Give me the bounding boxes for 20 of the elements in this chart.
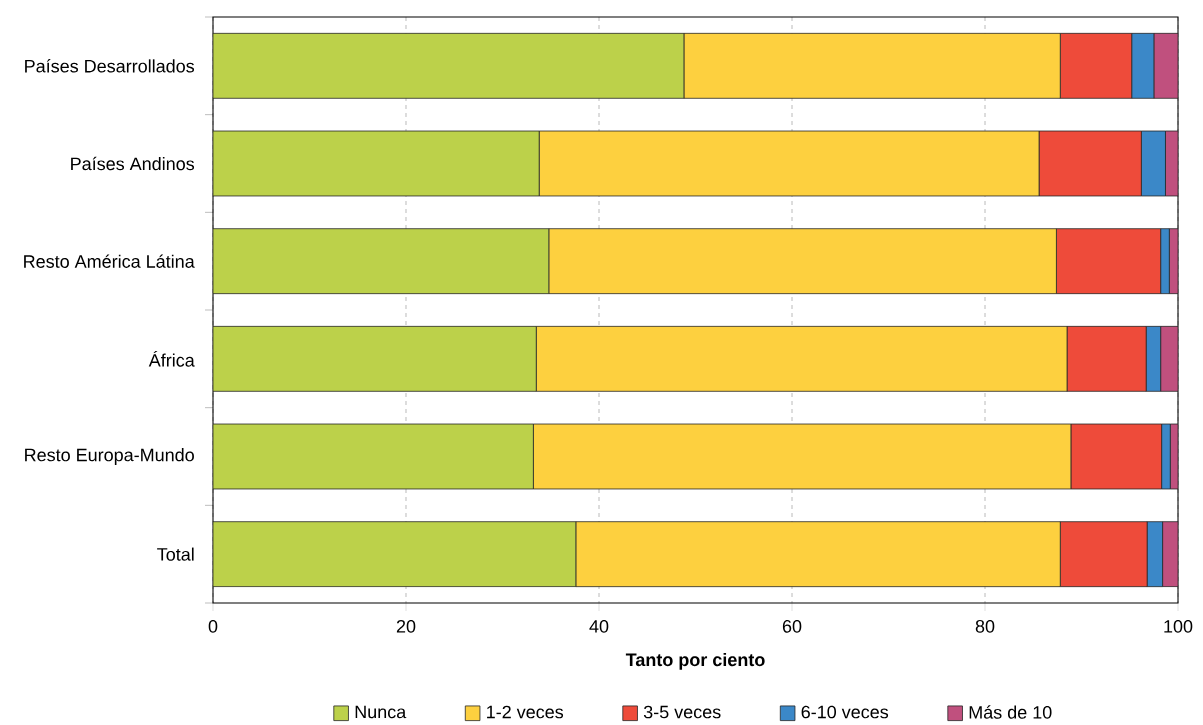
x-tick-label: 60: [782, 619, 802, 633]
bar: [1153, 32, 1179, 99]
y-tick-label: Resto Europa-Mundo: [25, 448, 194, 465]
legend-label: 1-2 veces: [487, 705, 564, 719]
y-tick-label: Países Desarrollados: [25, 59, 195, 73]
y-tick-label: Total: [157, 547, 194, 561]
x-tick-label: 100: [1164, 619, 1193, 633]
x-tick-label: 20: [396, 619, 416, 633]
bar: [1160, 325, 1179, 392]
y-tick-label: Resto América Látina: [24, 254, 195, 268]
x-tick-label: 0: [208, 619, 218, 633]
legend-label: Más de 10: [969, 705, 1052, 719]
x-axis-title: Tanto por ciento: [625, 652, 765, 670]
legend-label: 3-5 veces: [643, 705, 721, 719]
y-tick-label: Países Andinos: [71, 156, 195, 171]
x-tick-label: 40: [589, 619, 609, 633]
legend-label: 6-10 veces: [801, 705, 889, 719]
y-tick-label: África: [148, 350, 195, 367]
x-tick-label: 80: [975, 619, 995, 633]
legend-label: Nunca: [355, 705, 407, 719]
